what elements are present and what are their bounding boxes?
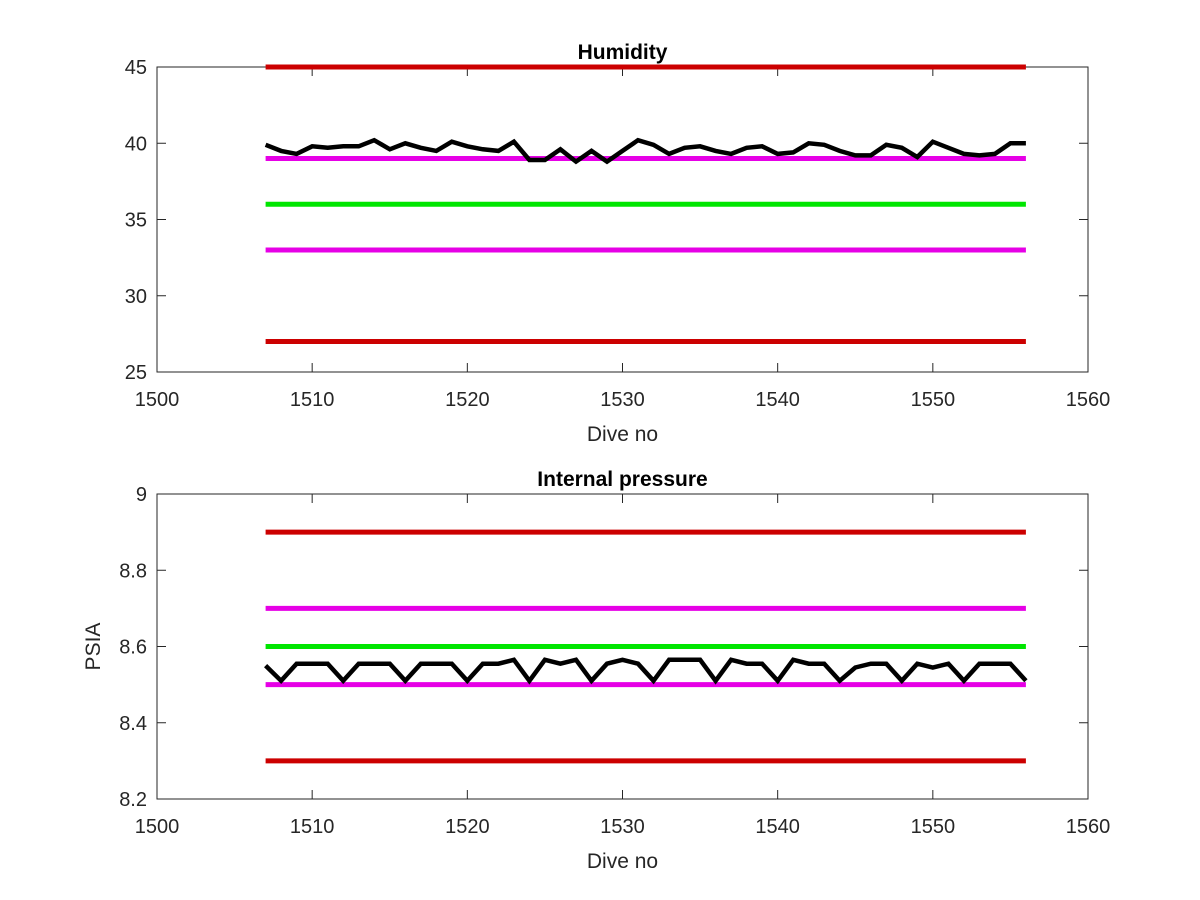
internal-pressure-x-tick-label: 1540 bbox=[755, 816, 800, 838]
internal-pressure-chart-title: Internal pressure bbox=[537, 468, 707, 491]
internal-pressure-y-tick-label: 8.2 bbox=[119, 789, 147, 811]
humidity-y-tick-label: 35 bbox=[125, 210, 147, 232]
internal-pressure-y-tick-label: 8.4 bbox=[119, 713, 147, 735]
humidity-x-tick-label: 1510 bbox=[290, 389, 335, 411]
internal-pressure-data-series bbox=[264, 657, 1028, 685]
internal-pressure-y-axis-label: PSIA bbox=[82, 623, 105, 671]
humidity-axes-box bbox=[156, 66, 1089, 373]
humidity-x-tick-label: 1550 bbox=[911, 389, 956, 411]
humidity-y-tick-label: 40 bbox=[125, 133, 147, 155]
internal-pressure-chart: 1500 1510 1520 1530 1540 1550 1560 8.2 8.4 8.6 8.8… bbox=[82, 468, 1110, 873]
internal-pressure-y-tick-label: 8.8 bbox=[119, 560, 147, 582]
humidity-x-tick-label: 1530 bbox=[600, 389, 645, 411]
humidity-x-axis-label: Dive no bbox=[587, 423, 658, 446]
humidity-y-tick-label: 30 bbox=[125, 286, 147, 308]
internal-pressure-x-tick-label: 1560 bbox=[1066, 816, 1111, 838]
humidity-x-tick-label: 1500 bbox=[135, 389, 180, 411]
humidity-chart: 1500 1510 1520 1530 1540 1550 1560 25 30 35 40 45 Hu… bbox=[125, 41, 1111, 446]
internal-pressure-x-tick-label: 1550 bbox=[911, 816, 956, 838]
humidity-x-tick-label: 1560 bbox=[1066, 389, 1111, 411]
humidity-chart-title: Humidity bbox=[578, 41, 668, 64]
internal-pressure-x-tick-label: 1500 bbox=[135, 816, 180, 838]
humidity-y-tick-label: 45 bbox=[125, 57, 147, 79]
internal-pressure-x-tick-label: 1520 bbox=[445, 816, 490, 838]
internal-pressure-x-tick-label: 1530 bbox=[600, 816, 645, 838]
humidity-data-series bbox=[264, 137, 1026, 165]
internal-pressure-x-axis-label: Dive no bbox=[587, 850, 658, 873]
internal-pressure-y-tick-label: 8.6 bbox=[119, 637, 147, 659]
internal-pressure-y-tick-label: 9 bbox=[136, 484, 147, 506]
humidity-y-tick-label: 25 bbox=[125, 362, 147, 384]
internal-pressure-x-tick-label: 1510 bbox=[290, 816, 335, 838]
humidity-x-tick-label: 1520 bbox=[445, 389, 490, 411]
humidity-x-tick-label: 1540 bbox=[755, 389, 800, 411]
